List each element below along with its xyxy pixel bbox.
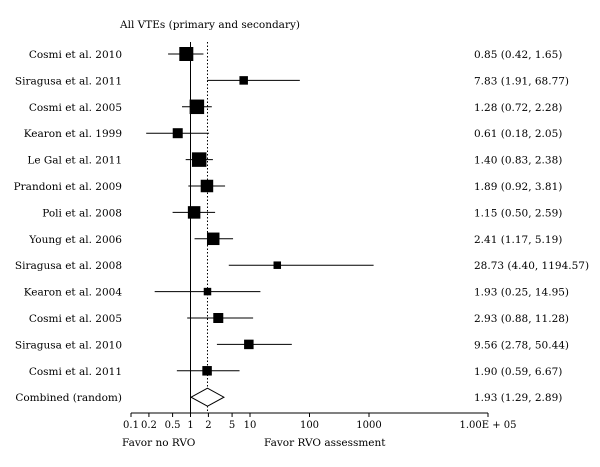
x-label-left: Favor no RVO [122,437,196,449]
point-estimate [187,206,201,219]
study-label: Young et al. 2006 [28,234,122,246]
study-row: Cosmi et al. 2005 2.93 (0.88, 11.28) [29,313,569,325]
study-row: Kearon et al. 2004 1.93 (0.25, 14.95) [24,287,569,299]
study-row: Le Gal et al. 2011 1.40 (0.83, 2.38) [27,152,562,167]
x-tick-label: 1 [187,420,193,431]
study-label: Siragusa et al. 2011 [15,75,122,87]
estimate-text: 1.89 (0.92, 3.81) [474,181,562,193]
study-row: Poli et al. 2008 1.15 (0.50, 2.59) [42,206,562,219]
point-estimate [244,339,254,350]
study-label: Poli et al. 2008 [42,207,122,219]
study-label: Cosmi et al. 2005 [29,313,122,325]
study-row: Siragusa et al. 2010 9.56 (2.78, 50.44) [15,339,569,351]
combined-estimate-text: 1.93 (1.29, 2.89) [474,392,562,404]
x-label-right: Favor RVO assessment [264,437,386,449]
study-row: Young et al. 2006 2.41 (1.17, 5.19) [28,232,562,246]
study-row: Siragusa et al. 2011 7.83 (1.91, 68.77) [15,75,569,87]
estimate-text: 9.56 (2.78, 50.44) [474,339,569,351]
point-estimate [203,287,212,296]
combined-label: Combined (random) [15,392,122,404]
estimate-text: 1.40 (0.83, 2.38) [474,155,562,167]
point-estimate [191,152,207,167]
combined-row: Combined (random) 1.93 (1.29, 2.89) [15,387,562,407]
point-estimate [213,313,224,323]
study-label: Le Gal et al. 2011 [27,155,122,167]
x-tick-label: 10 [244,420,257,431]
study-row: Siragusa et al. 2008 28.73 (4.40, 1194.57… [15,260,589,272]
study-row: Cosmi et al. 2011 1.90 (0.59, 6.67) [29,366,563,378]
point-estimate [202,366,212,376]
study-label: Siragusa et al. 2008 [15,260,122,272]
study-label: Siragusa et al. 2010 [15,339,122,351]
chart-title: All VTEs (primary and secondary) [119,19,300,31]
study-row: Prandoni et al. 2009 1.89 (0.92, 3.81) [14,179,562,193]
estimate-text: 1.15 (0.50, 2.59) [474,207,562,219]
point-estimate [239,76,248,85]
x-tick-label: 0.2 [141,420,157,431]
study-label: Prandoni et al. 2009 [14,181,122,193]
study-label: Kearon et al. 2004 [24,287,123,299]
combined-diamond [190,387,225,407]
study-row: Kearon et al. 1999 0.61 (0.18, 2.05) [24,128,562,140]
estimate-text: 1.90 (0.59, 6.67) [474,366,562,378]
point-estimate [179,47,194,61]
estimate-text: 0.61 (0.18, 2.05) [474,128,562,140]
estimate-text: 1.28 (0.72, 2.28) [474,102,562,114]
estimate-text: 1.93 (0.25, 14.95) [474,287,569,299]
point-estimate [273,261,282,269]
estimate-text: 7.83 (1.91, 68.77) [474,75,569,87]
x-tick-label: 100 [300,420,319,431]
estimate-text: 2.41 (1.17, 5.19) [474,234,562,246]
study-label: Cosmi et al. 2011 [29,366,122,378]
x-tick-label: 0.5 [165,420,181,431]
x-tick-label: 1.00E + 05 [459,420,516,431]
x-tick-label: 2 [205,420,211,431]
point-estimate [172,128,183,139]
study-label: Kearon et al. 1999 [24,128,122,140]
point-estimate [206,232,220,246]
point-estimate [200,179,214,193]
x-tick-label: 1000 [356,420,381,431]
x-tick-label: 0.1 [123,420,139,431]
study-label: Cosmi et al. 2010 [29,49,122,61]
estimate-text: 2.93 (0.88, 11.28) [474,313,569,325]
estimate-text: 0.85 (0.42, 1.65) [474,49,562,61]
x-axis: 0.1 0.2 0.5 1 2 5 10 100 1000 1.00E + 05 [123,412,517,431]
study-row: Cosmi et al. 2010 0.85 (0.42, 1.65) [29,47,562,61]
study-label: Cosmi et al. 2005 [29,102,122,114]
x-tick-label: 5 [229,420,235,431]
point-estimate [189,99,205,115]
study-row: Cosmi et al. 2005 1.28 (0.72, 2.28) [29,99,562,115]
estimate-text: 28.73 (4.40, 1194.57) [474,260,589,272]
studies-layer: Cosmi et al. 2010 0.85 (0.42, 1.65) Siragu… [14,42,589,413]
